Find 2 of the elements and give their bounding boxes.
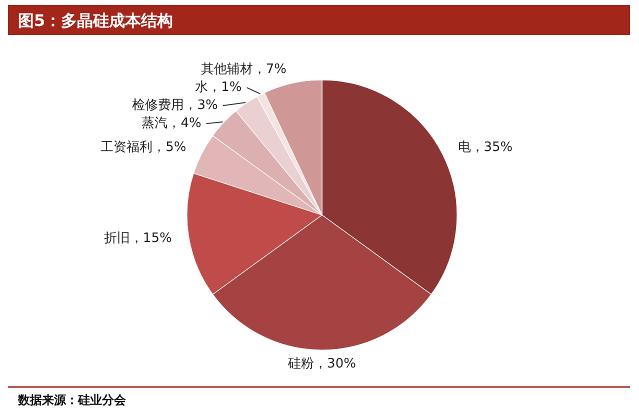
title: 图5：多晶硅成本结构 xyxy=(18,11,174,30)
annotation: 数据来源：硅业分会 xyxy=(18,393,126,407)
